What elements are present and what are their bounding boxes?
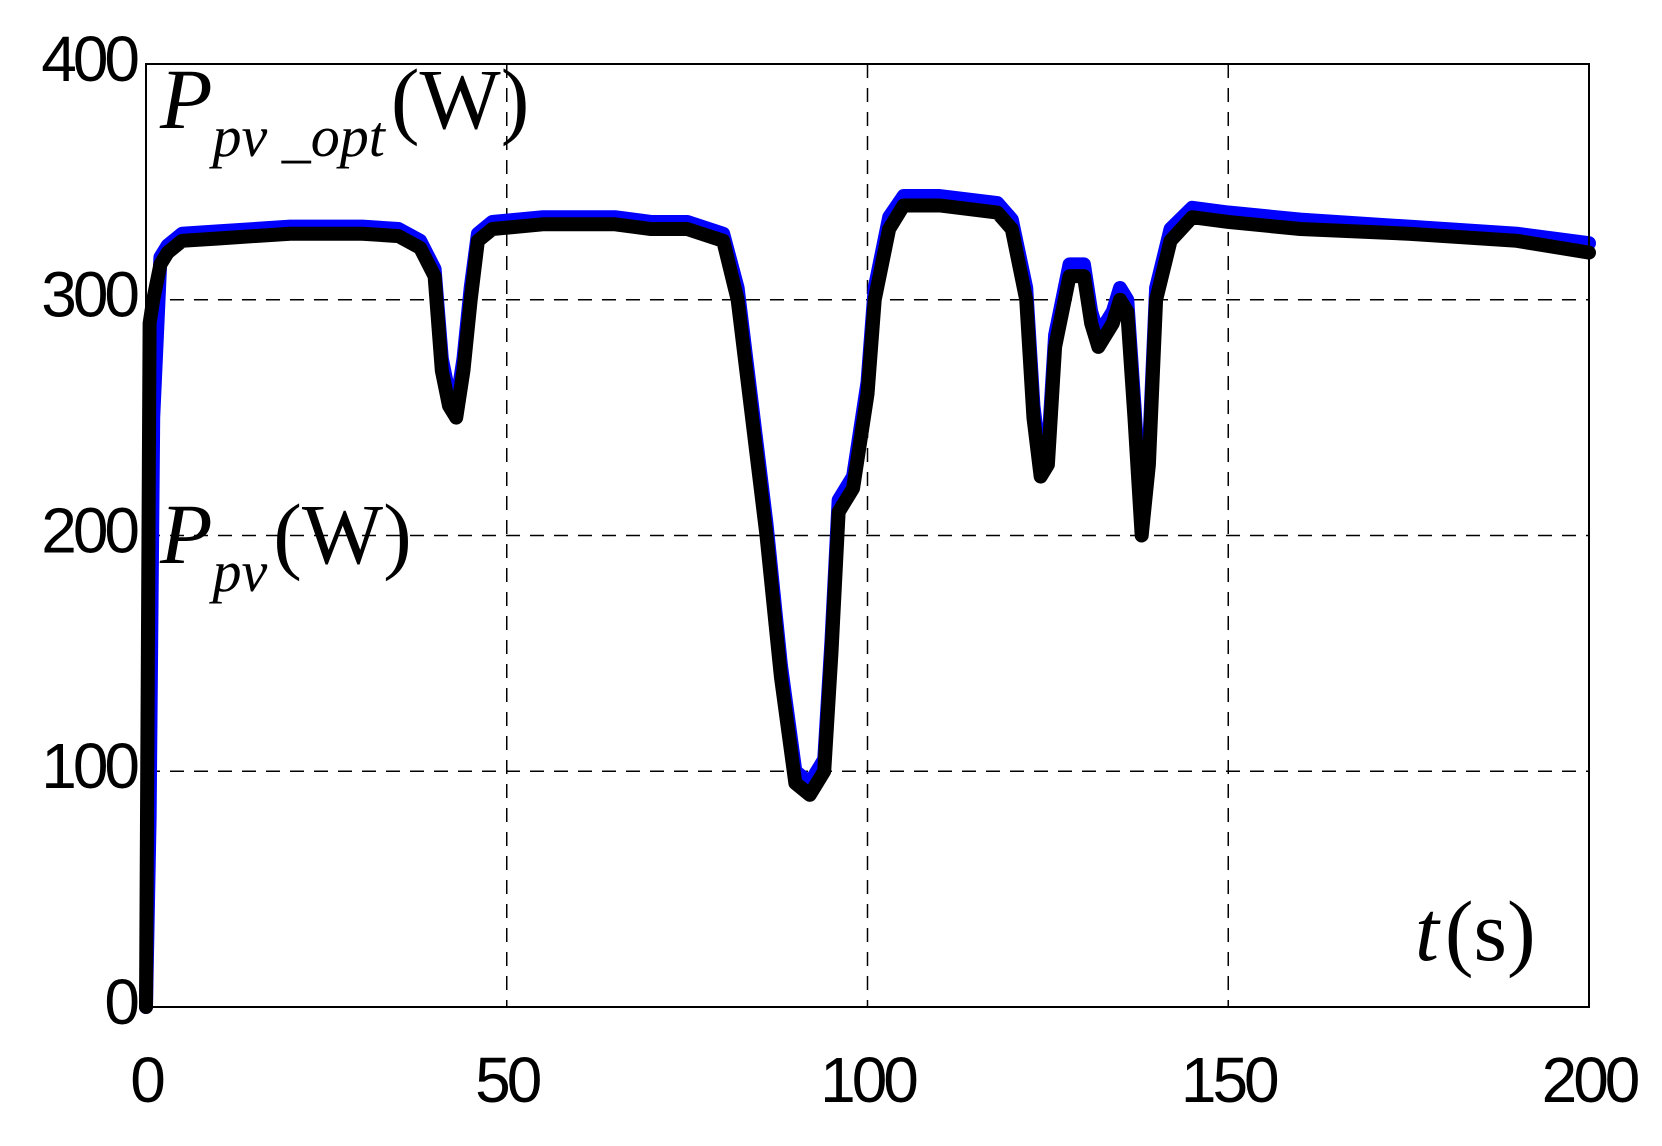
x-tick-label: 50 (475, 1044, 541, 1116)
annotation: Ppv _opt(W) (159, 51, 529, 169)
y-tick-label: 0 (104, 966, 138, 1038)
x-tick-label: 100 (820, 1044, 917, 1116)
annotation-unit: (W) (391, 51, 529, 147)
ticks: 0 100 200 300 400 0 50 100 150 200 (41, 23, 1643, 1116)
y-tick-label: 400 (41, 23, 138, 95)
x-tick-label: 200 (1542, 1044, 1639, 1116)
annotation-sub: pv _opt (209, 104, 387, 169)
annotation-main: P (159, 51, 213, 147)
y-tick-label: 300 (41, 259, 138, 331)
y-tick-label: 200 (41, 494, 138, 566)
annotation-main: P (159, 486, 213, 582)
annotation-unit: (s) (1445, 883, 1536, 979)
series-line (139, 198, 1596, 1014)
y-tick-label: 100 (41, 730, 138, 802)
x-tick-label: 150 (1181, 1044, 1278, 1116)
annotation-sub: pv (209, 539, 268, 604)
x-tick-label: 0 (130, 1044, 164, 1116)
annotation-unit: (W) (273, 486, 411, 582)
annotation-main: t (1415, 883, 1441, 979)
annotation: Ppv(W) (159, 486, 412, 604)
plot-frame (145, 63, 1590, 1008)
lines (139, 189, 1596, 1014)
annotation: t(s) (1415, 883, 1536, 979)
